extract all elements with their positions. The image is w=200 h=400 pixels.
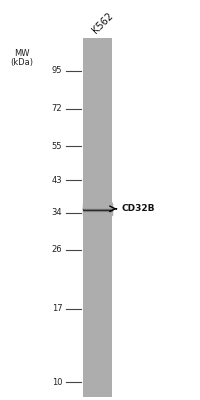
Text: 26: 26 (51, 246, 62, 254)
Text: 10: 10 (52, 378, 62, 387)
Text: K562: K562 (90, 10, 115, 35)
Text: 72: 72 (51, 104, 62, 114)
Text: MW: MW (14, 49, 30, 58)
Text: 43: 43 (51, 176, 62, 185)
Bar (83, 38, 111, 397)
Text: 34: 34 (51, 208, 62, 217)
Text: 95: 95 (52, 66, 62, 75)
Text: (kDa): (kDa) (11, 58, 33, 68)
Text: 17: 17 (51, 304, 62, 313)
Text: CD32B: CD32B (121, 204, 154, 213)
Text: 55: 55 (52, 142, 62, 151)
